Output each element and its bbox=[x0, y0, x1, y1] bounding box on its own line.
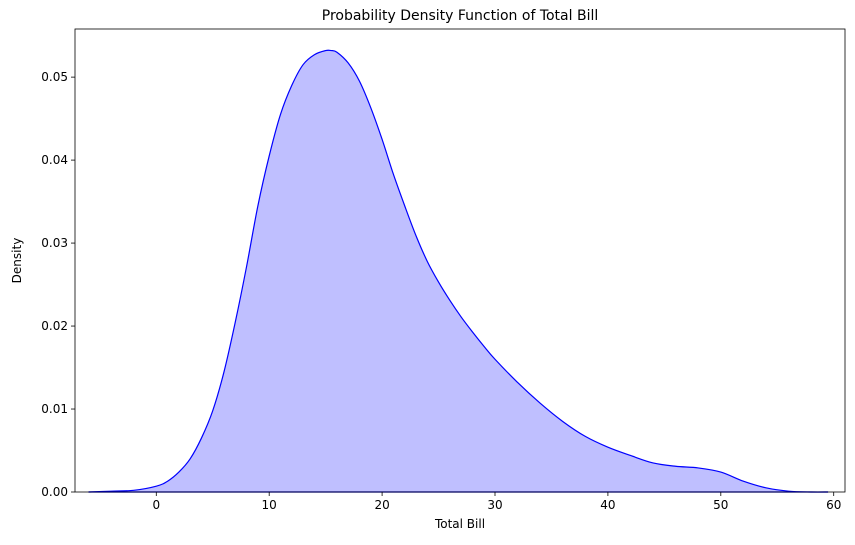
density-area-fill bbox=[88, 50, 829, 493]
x-tick-label: 30 bbox=[487, 498, 502, 512]
x-tick-label: 0 bbox=[152, 498, 160, 512]
y-tick-label: 0.02 bbox=[41, 319, 68, 333]
y-tick-label: 0.00 bbox=[41, 485, 68, 499]
y-tick-label: 0.05 bbox=[41, 70, 68, 84]
y-tick-label: 0.04 bbox=[41, 153, 68, 167]
x-tick-label: 40 bbox=[600, 498, 615, 512]
y-tick-label: 0.03 bbox=[41, 236, 68, 250]
y-tick-label: 0.01 bbox=[41, 402, 68, 416]
x-tick-label: 20 bbox=[374, 498, 389, 512]
density-curve bbox=[88, 49, 829, 493]
x-tick-label: 50 bbox=[713, 498, 728, 512]
axes: 0 10 20 30 40 50 60 0.00 0.01 0.02 0.03 0.04 0.05 bbox=[41, 28, 846, 512]
x-axis-label: Total Bill bbox=[434, 517, 485, 531]
plot-frame bbox=[74, 28, 846, 493]
y-axis-label: Density bbox=[10, 238, 24, 284]
x-tick-label: 60 bbox=[826, 498, 841, 512]
x-tick-label: 10 bbox=[262, 498, 277, 512]
chart-title: Probability Density Function of Total Bi… bbox=[322, 8, 599, 24]
